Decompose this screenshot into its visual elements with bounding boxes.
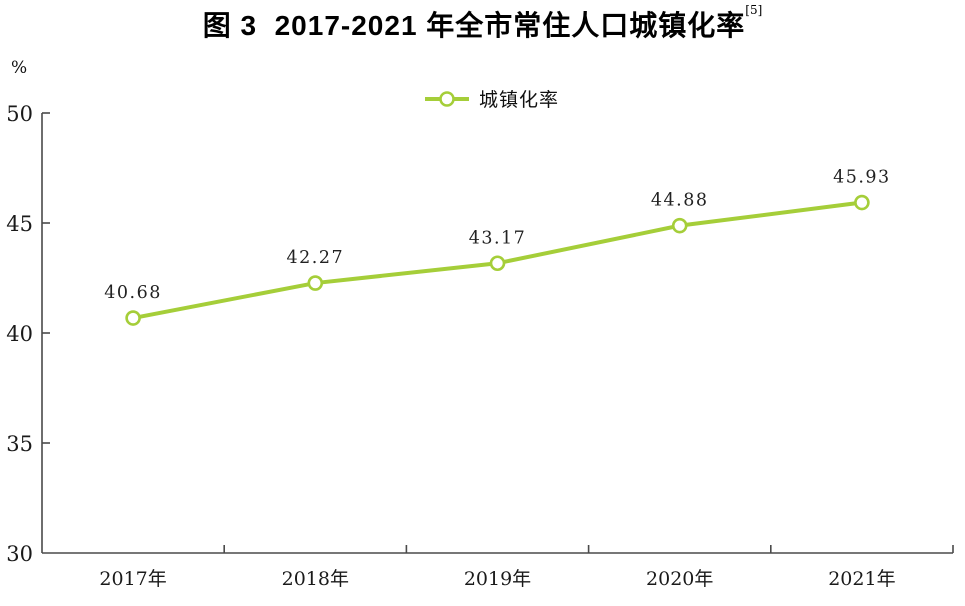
data-point-marker: [125, 310, 141, 326]
data-point-marker: [307, 275, 324, 291]
y-tick-label: 45: [6, 212, 33, 236]
x-tick-label: 2018年: [282, 568, 349, 590]
y-tick-label: 50: [6, 102, 33, 126]
data-point-marker: [671, 217, 688, 234]
x-tick-label: 2021年: [828, 568, 895, 590]
y-tick-label: 30: [6, 542, 33, 566]
legend: 城镇化率: [424, 85, 559, 112]
x-tick-label: 2020年: [646, 568, 713, 590]
chart-title: 图 3 2017-2021 年全市常住人口城镇化率[5]: [0, 2, 965, 44]
chart-title-superscript: [5]: [745, 2, 763, 17]
chart-title-text: 图 3 2017-2021 年全市常住人口城镇化率: [202, 10, 746, 41]
data-label: 44.88: [651, 191, 709, 211]
data-point-marker: [854, 194, 870, 211]
y-tick-label: 40: [6, 322, 33, 346]
data-label: 43.17: [469, 228, 527, 248]
x-tick-label: 2019年: [464, 568, 531, 590]
x-tick-label: 2017年: [99, 568, 166, 590]
data-label: 42.27: [286, 248, 344, 268]
data-label: 40.68: [104, 283, 162, 303]
y-axis-unit-label: %: [11, 58, 28, 78]
legend-label: 城镇化率: [479, 90, 560, 111]
data-label: 45.93: [833, 168, 891, 188]
y-tick-label: 35: [6, 432, 33, 456]
legend-line-marker-icon: [425, 90, 469, 107]
data-point-marker: [489, 255, 506, 272]
